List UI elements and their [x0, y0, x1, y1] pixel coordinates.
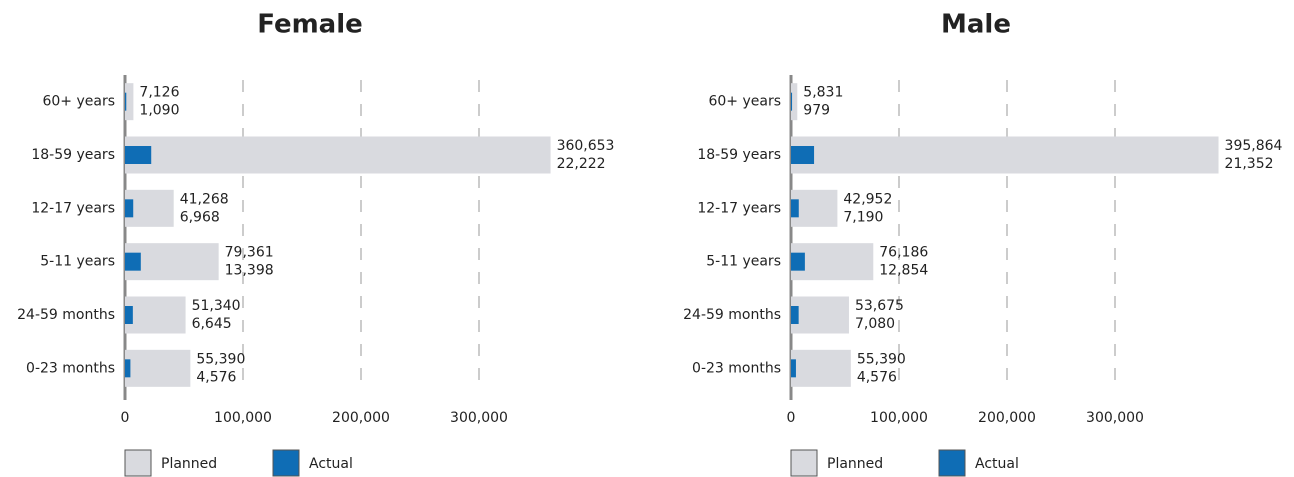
data-label: 395,864: [1225, 138, 1283, 154]
actual-bar: [125, 306, 133, 324]
x-tick-label: 300,000: [450, 410, 508, 426]
actual-bar: [791, 92, 793, 111]
planned-bar: [125, 349, 191, 387]
x-tick-label: 0: [787, 410, 796, 426]
data-label: 13,398: [225, 263, 274, 279]
data-label: 1,090: [139, 103, 179, 119]
legend-swatch: [790, 449, 818, 477]
data-label: 79,361: [225, 245, 274, 261]
x-tick-label: 300,000: [1086, 410, 1144, 426]
actual-bar: [791, 306, 799, 324]
data-label: 55,390: [196, 351, 245, 367]
category-label: 12-17 years: [31, 200, 115, 216]
data-label: 4,576: [196, 369, 236, 385]
actual-bar: [125, 252, 141, 271]
legend-swatch: [272, 449, 300, 477]
data-label: 6,968: [180, 209, 220, 225]
data-label: 41,268: [180, 191, 229, 207]
data-label: 42,952: [843, 191, 892, 207]
chart-title: Male: [941, 10, 1011, 40]
data-label: 7,190: [843, 209, 883, 225]
actual-bar: [125, 199, 134, 218]
category-label: 24-59 months: [17, 307, 115, 323]
category-label: 60+ years: [42, 94, 115, 110]
actual-bar: [125, 359, 131, 378]
data-label: 7,080: [855, 316, 895, 332]
actual-bar: [791, 199, 799, 218]
actual-bar: [791, 359, 796, 378]
x-tick-label: 100,000: [870, 410, 928, 426]
actual-bar: [791, 146, 815, 164]
data-label: 7,126: [139, 85, 179, 101]
x-tick-label: 200,000: [978, 410, 1036, 426]
data-label: 6,645: [192, 316, 232, 332]
category-label: 24-59 months: [683, 307, 781, 323]
category-label: 18-59 years: [31, 147, 115, 163]
data-label: 12,854: [879, 263, 928, 279]
data-label: 55,390: [857, 351, 906, 367]
planned-bar: [791, 136, 1219, 174]
legend-swatch: [938, 449, 966, 477]
data-label: 53,675: [855, 298, 904, 314]
x-tick-label: 200,000: [332, 410, 390, 426]
data-label: 21,352: [1225, 156, 1274, 172]
data-label: 5,831: [803, 85, 843, 101]
x-tick-label: 0: [121, 410, 130, 426]
planned-bar: [791, 296, 849, 334]
actual-bar: [125, 146, 152, 164]
legend-label: Planned: [827, 456, 883, 472]
category-label: 0-23 months: [26, 360, 115, 376]
data-label: 76,186: [879, 245, 928, 261]
category-label: 0-23 months: [692, 360, 781, 376]
data-label: 51,340: [192, 298, 241, 314]
data-label: 4,576: [857, 369, 897, 385]
category-label: 5-11 years: [40, 254, 115, 270]
planned-bar: [125, 136, 551, 174]
planned-bar: [791, 349, 851, 387]
category-label: 60+ years: [708, 94, 781, 110]
actual-bar: [791, 252, 805, 271]
legend-label: Actual: [309, 456, 353, 472]
category-label: 5-11 years: [706, 254, 781, 270]
legend-label: Planned: [161, 456, 217, 472]
data-label: 360,653: [557, 138, 615, 154]
legend-swatch: [124, 449, 152, 477]
data-label: 22,222: [557, 156, 606, 172]
legend-label: Actual: [975, 456, 1019, 472]
actual-bar: [125, 92, 127, 111]
planned-bar: [125, 296, 186, 334]
x-tick-label: 100,000: [214, 410, 272, 426]
planned-bar: [125, 83, 134, 121]
category-label: 12-17 years: [697, 200, 781, 216]
data-label: 979: [803, 103, 830, 119]
chart-title: Female: [257, 10, 363, 40]
planned-bar: [791, 83, 798, 121]
category-label: 18-59 years: [697, 147, 781, 163]
